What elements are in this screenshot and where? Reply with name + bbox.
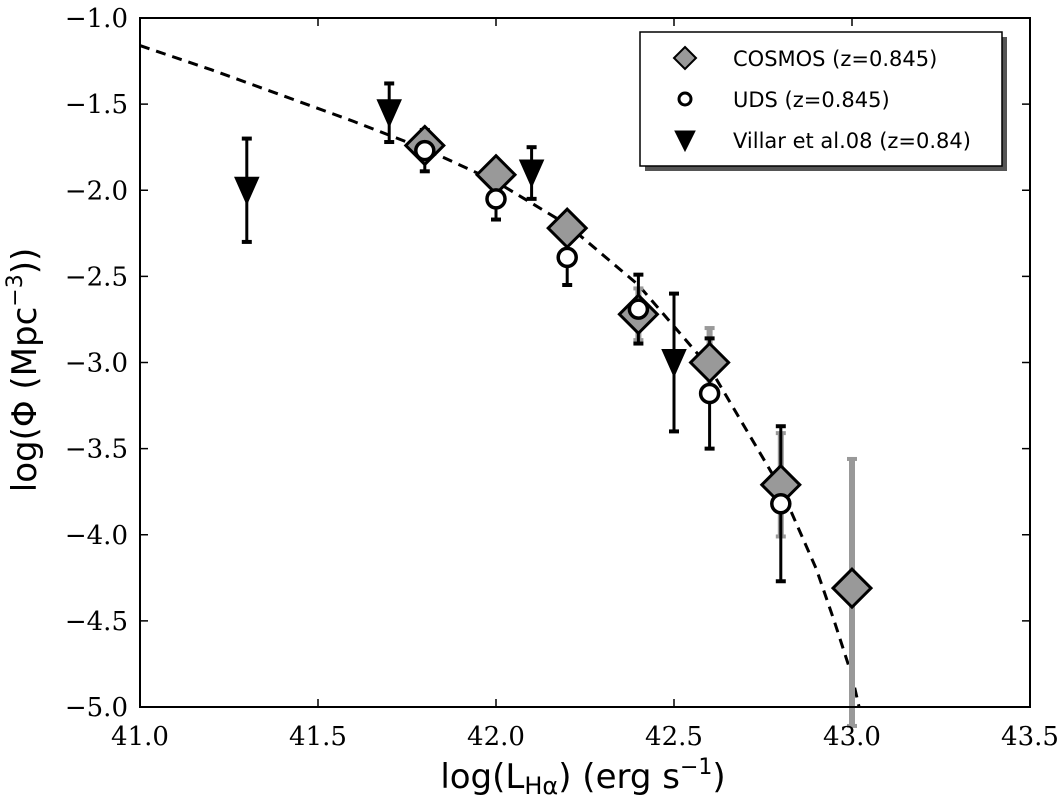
data-point — [414, 139, 436, 162]
data-point — [485, 188, 507, 210]
legend-marker — [672, 45, 698, 71]
plot-frame — [139, 17, 1031, 708]
x-tick-label: 41.0 — [111, 722, 169, 752]
data-point — [518, 159, 545, 189]
x-axis-label: log(LHα) (erg s−1) — [440, 755, 725, 800]
data-point — [556, 246, 578, 269]
x-tick-label: 42.0 — [467, 722, 525, 752]
y-axis-label: log(Φ (Mpc−3)) — [3, 248, 45, 493]
data-point — [546, 207, 589, 250]
legend-entry: UDS (z=0.845) — [677, 88, 890, 112]
x-tick-label: 43.5 — [1001, 722, 1059, 752]
data-point — [698, 382, 721, 405]
legend-label: Villar et al.08 (z=0.84) — [733, 129, 971, 153]
y-tick-label: −1.5 — [65, 90, 128, 120]
y-tick-label: −4.5 — [65, 607, 128, 637]
x-tick-label: 43.0 — [823, 722, 881, 752]
x-tick-label: 41.5 — [289, 722, 347, 752]
data-point — [627, 298, 650, 320]
legend-marker — [677, 91, 693, 107]
y-tick-label: −5.0 — [65, 693, 128, 723]
y-tick-label: −4.0 — [65, 521, 128, 551]
y-tick-label: −3.0 — [65, 349, 128, 379]
y-tick-label: −2.0 — [65, 176, 128, 206]
x-tick-label: 42.5 — [645, 722, 703, 752]
data-markers — [234, 99, 874, 610]
y-tick-label: −1.0 — [65, 4, 128, 34]
legend-label: UDS (z=0.845) — [733, 88, 890, 112]
legend-entry: COSMOS (z=0.845) — [672, 45, 937, 71]
data-point — [376, 99, 402, 128]
data-point — [234, 176, 260, 206]
data-point — [661, 349, 687, 378]
tick-labels: 41.0 41.5 42.0 42.5 43.0 43.5 −1.0 −1.5 −2.0 −2.5… — [65, 4, 1059, 752]
y-tick-label: −2.5 — [65, 262, 128, 292]
fit-curve — [139, 44, 861, 708]
data-point — [770, 492, 792, 515]
data-point — [688, 341, 731, 384]
legend-entry: Villar et al.08 (z=0.84) — [674, 129, 971, 153]
fit-curve-layer — [139, 44, 861, 708]
y-tick-label: −3.5 — [65, 435, 128, 465]
legend-marker — [674, 130, 696, 153]
error-bars — [241, 81, 857, 728]
legend: COSMOS (z=0.845) UDS (z=0.845) Villar et a… — [639, 31, 1007, 171]
data-point — [830, 567, 874, 610]
legend-box — [639, 31, 1003, 167]
legend-label: COSMOS (z=0.845) — [733, 47, 937, 71]
